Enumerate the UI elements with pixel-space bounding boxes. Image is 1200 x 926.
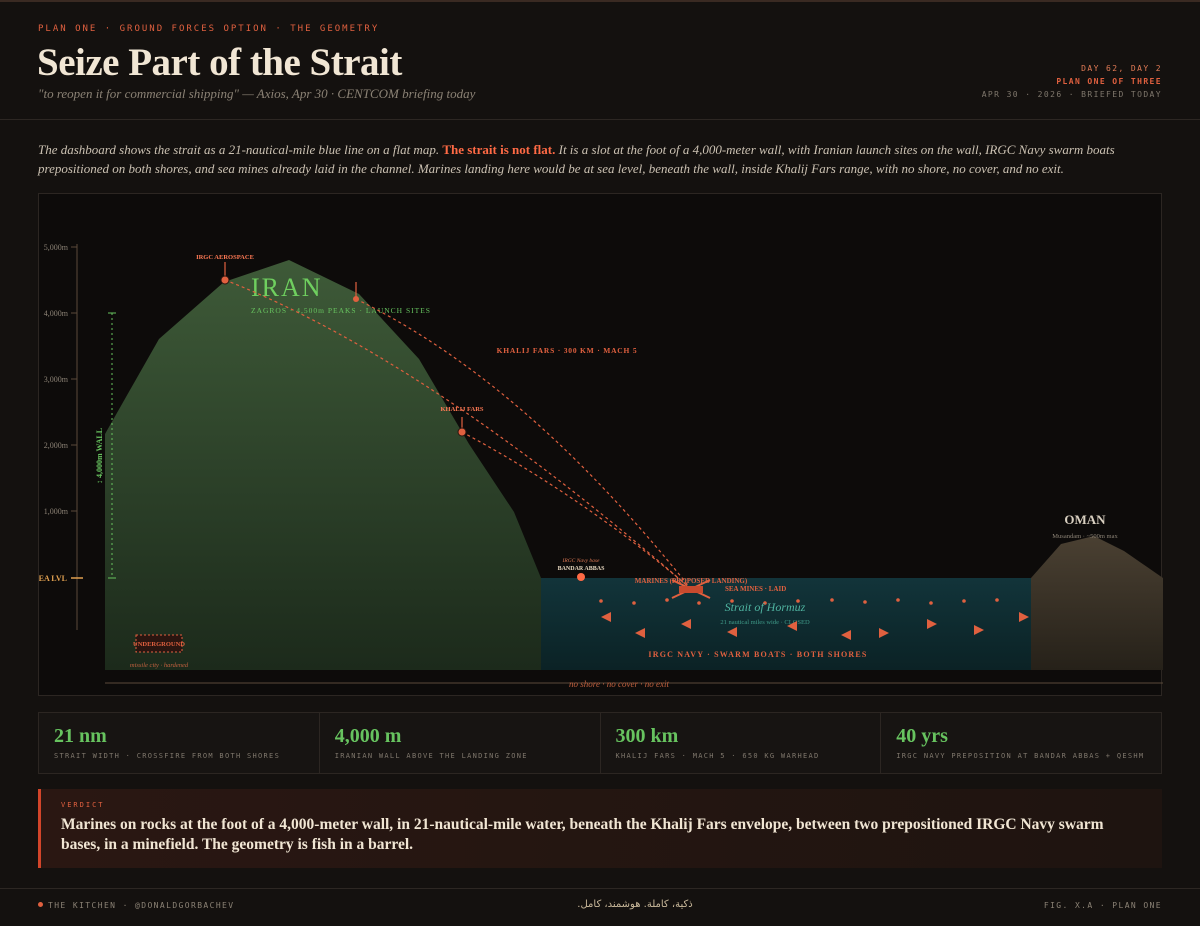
sea-mines-label: SEA MINES · LAID [725,585,786,593]
sea-mines-field [599,598,999,605]
y-tick-3000: 3,000m [44,375,69,384]
strait-sublabel: 21 nautical miles wide · CLOSED [720,619,810,626]
bullet-dot-icon [38,902,43,907]
landing-craft-icon [679,586,703,593]
page-subtitle: "to reopen it for commercial shipping" —… [38,86,476,101]
footer-tagline: ذکیة، کاملة. هوشمند، کامل. [577,899,693,910]
top-accent-line [0,0,1200,2]
verdict-box: VERDICT Marines on rocks at the foot of … [38,789,1162,868]
underground-label: UNDERGROUND [133,641,185,648]
meta-day: DAY 62, DAY 2 [1081,64,1162,73]
oman-peninsula [1031,536,1163,670]
verdict-text: Marines on rocks at the foot of a 4,000-… [61,816,1104,853]
stat-value: 40 yrs [896,725,948,747]
bandar-abbas-label: BANDAR ABBAS [558,566,606,572]
sea-mine [763,601,767,605]
swarm-boat-icon [841,630,851,640]
khalij-fars-site-label: KHALIJ FARS [440,406,483,413]
marines-label: MARINES (PROPOSED LANDING) [635,577,748,585]
sea-mine [796,599,800,603]
stat-label: IRGC NAVY PREPOSITION AT BANDAR ABBAS + … [896,752,1145,760]
header-meta: DAY 62, DAY 2 PLAN ONE OF THREE APR 30 ·… [982,64,1162,103]
y-tick-2000: 2,000m [44,441,69,450]
sea-mine [632,601,636,605]
sea-mine [665,598,669,602]
stat-card: 21 nm STRAIT WIDTH · CROSSFIRE FROM BOTH… [39,713,320,773]
y-tick-5000: 5,000m [44,243,69,252]
swarm-boat-icon [1019,612,1029,622]
stat-label: IRANIAN WALL ABOVE THE LANDING ZONE [334,752,528,760]
khalij-fars-site-marker [457,427,467,437]
underground-bunker [135,634,183,653]
stat-card: 4,000 m IRANIAN WALL ABOVE THE LANDING Z… [320,713,601,773]
sea-mine [730,599,734,603]
sea-level-label: SEA LVL [39,574,67,583]
intro-text-2: It is a slot at the foot of a 4,000-mete… [38,142,1115,176]
navy-base-label: IRGC Navy base [562,558,601,564]
iran-label: IRAN [251,273,323,302]
swarm-boat-icon [974,625,984,635]
trajectory-launch-site [355,298,692,590]
stat-value: 21 nm [54,725,107,747]
diagram-svg: 5,000m 4,000m 3,000m 2,000m 1,000m SEA L… [39,243,1163,689]
sea-mine [995,598,999,602]
footer-credit: THE KITCHEN · @DONALDGORBACHEV [38,901,235,910]
swarm-boats [601,612,1029,640]
stat-card: 300 km KHALIJ FARS · MACH 5 · 650 KG WAR… [601,713,882,773]
stat-card: 40 yrs IRGC NAVY PREPOSITION AT BANDAR A… [881,713,1161,773]
verdict-kicker: VERDICT [61,801,105,809]
aerospace-label: IRGC AEROSPACE [196,254,254,261]
wall-label: ↕ 4,000m WALL [95,428,104,484]
sea-mine [599,599,603,603]
swarm-boat-icon [879,628,889,638]
no-exit-label: no shore · no cover · no exit [569,679,669,689]
intro-highlight: The strait is not flat. [442,142,556,157]
swarm-boat-icon [727,627,737,637]
y-tick-4000: 4,000m [44,309,69,318]
sea-mine [962,599,966,603]
trajectory-aerospace [224,279,692,590]
intro-paragraph: The dashboard shows the strait as a 21-n… [38,140,1148,178]
sea-mine [863,600,867,604]
footer-divider [0,888,1200,889]
swarm-boat-icon [635,628,645,638]
strait-cross-section-diagram: 5,000m 4,000m 3,000m 2,000m 1,000m SEA L… [38,193,1163,696]
sea-mine [929,601,933,605]
stat-value: 4,000 m [334,725,402,747]
intro-text-1: The dashboard shows the strait as a 21-n… [38,142,443,157]
strait-name-label: Strait of Hormuz [725,600,806,614]
y-tick-1000: 1,000m [44,507,69,516]
sea-mine [830,598,834,602]
khalij-fars-range-label: KHALIJ FARS · 300 KM · MACH 5 [497,346,638,355]
footer-figure-label: FIG. X.A · PLAN ONE [1043,901,1162,910]
iran-mountain [105,260,541,670]
swarm-boats-label: IRGC NAVY · SWARM BOATS · BOTH SHORES [648,650,867,659]
footer-credit-text: THE KITCHEN · @DONALDGORBACHEV [48,901,235,910]
oman-sublabel: Musandam · ~500m max [1052,533,1118,540]
meta-date: APR 30 · 2026 · BRIEFED TODAY [981,90,1162,99]
stat-value: 300 km [615,725,679,747]
page-title: Seize Part of the Strait [37,41,402,84]
header-kicker: PLAN ONE · GROUND FORCES OPTION · THE GE… [38,24,380,34]
swarm-boat-icon [787,621,797,631]
swarm-boat-icon [681,619,691,629]
swarm-boat-icon [601,612,611,622]
oman-label: OMAN [1064,512,1106,527]
swarm-boat-icon [927,619,937,629]
iran-sublabel: ZAGROS · 4,500m PEAKS · LAUNCH SITES [251,306,431,315]
bandar-abbas-marker [577,573,585,581]
launch-site-marker [353,296,359,302]
sea-mine [697,601,701,605]
sea-mine [896,598,900,602]
meta-plan: PLAN ONE OF THREE [1056,77,1162,86]
stats-row: 21 nm STRAIT WIDTH · CROSSFIRE FROM BOTH… [38,712,1162,774]
aerospace-site-marker [220,275,230,285]
underground-sublabel: missile city · hardened [130,662,189,669]
stat-label: KHALIJ FARS · MACH 5 · 650 KG WARHEAD [615,752,820,760]
stat-label: STRAIT WIDTH · CROSSFIRE FROM BOTH SHORE… [54,752,281,760]
header-divider [0,119,1200,120]
strait-water [541,578,1031,670]
